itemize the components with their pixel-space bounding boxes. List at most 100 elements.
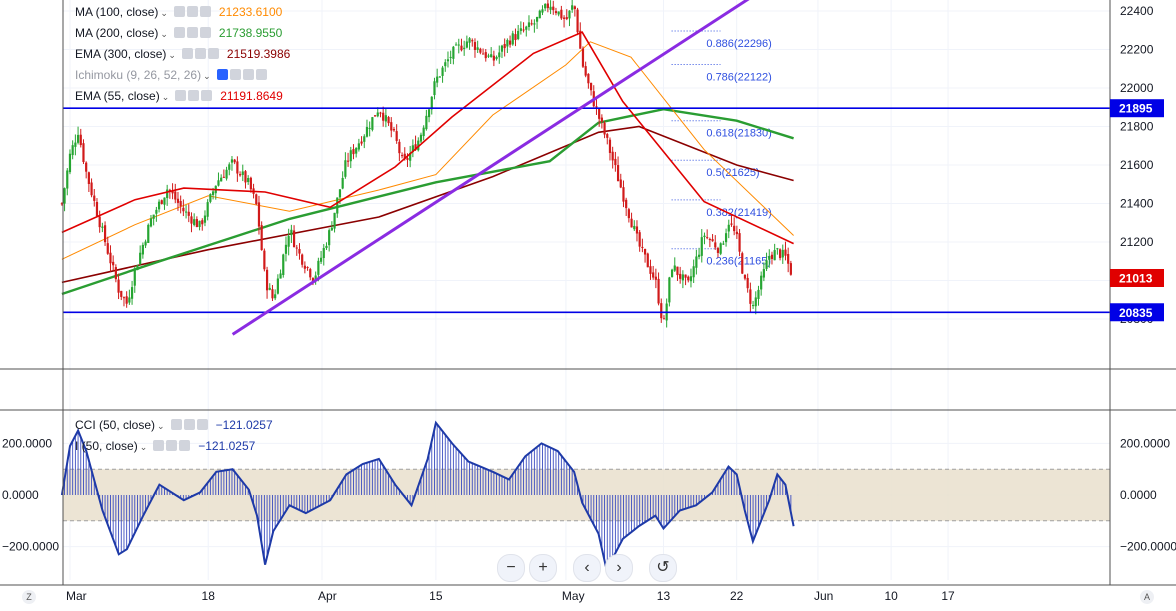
legend-ema300[interactable]: EMA (300, close) ⌄ 21519.3986 [75,47,290,62]
candle-body [471,40,474,42]
candle-body [608,139,612,153]
chevron-down-icon[interactable]: ⌄ [139,442,148,452]
candle-body [322,248,325,259]
candle-body [571,5,574,10]
ma100-line [61,41,794,260]
candle-body [228,164,231,170]
candle-body [457,44,460,46]
candle-body [538,10,541,19]
candle-body [217,180,220,186]
candle-body [641,246,644,248]
chevron-down-icon[interactable]: ⌄ [161,92,170,102]
zoom-out-button[interactable]: − [497,554,525,582]
chevron-down-icon[interactable]: ⌄ [160,29,168,39]
candle-body [182,207,185,212]
candle-body [149,218,153,227]
candle-body [525,26,528,30]
candle-body [225,169,228,179]
time-tick-label: 17 [941,589,955,603]
timezone-button[interactable]: Z [22,590,36,604]
time-tick-label: Apr [318,589,337,603]
candle-body [166,189,169,199]
candle-body [346,160,350,162]
close-icon[interactable] [255,69,267,80]
fib-level-label: 0.886(22296) [706,38,771,50]
candle-body [193,219,196,225]
eye-off-icon[interactable] [216,69,228,80]
close-icon[interactable] [201,90,213,101]
trendline[interactable] [231,0,778,336]
candle-body [689,276,693,282]
candle-body [517,30,520,40]
candle-body [76,134,80,143]
close-icon[interactable] [207,48,219,59]
scroll-back-button[interactable]: ‹ [573,554,601,582]
code-icon[interactable] [242,69,254,80]
gear-icon[interactable] [183,419,195,430]
eye-icon[interactable] [170,419,182,430]
candle-body [557,11,560,15]
candle-body [533,23,536,25]
eye-icon[interactable] [175,90,187,101]
candle-body [719,243,722,254]
legend-cci-1[interactable]: CCI (50, close) ⌄ −121.0257 [75,418,273,433]
chevron-down-icon[interactable]: ⌄ [203,71,211,81]
close-icon[interactable] [199,27,211,38]
close-icon[interactable] [199,6,211,17]
gear-icon[interactable] [229,69,241,80]
candle-body [98,216,101,228]
legend-ma100[interactable]: MA (100, close) ⌄ 21233.6100 [75,5,282,20]
legend-value: 21191.8649 [220,89,283,103]
gear-icon[interactable] [186,6,198,17]
candle-body [303,265,306,269]
candle-body [368,127,371,129]
candle-body [508,40,512,45]
candle-body [130,287,134,299]
eye-icon[interactable] [153,440,165,451]
scroll-forward-button[interactable]: › [605,554,633,582]
candle-body [155,209,158,214]
candle-body [74,142,77,147]
gear-icon[interactable] [194,48,206,59]
close-icon[interactable] [196,419,208,430]
time-tick-label: Jun [814,589,833,603]
candle-body [630,218,633,228]
price-tick-label: 21400 [1120,197,1154,211]
price-tag-label: 20835 [1119,306,1153,320]
chevron-down-icon[interactable]: ⌄ [157,421,165,431]
candle-body [373,115,377,117]
candle-body [120,290,123,297]
cci-tick-label-left: 200.0000 [2,436,52,450]
eye-icon[interactable] [173,6,185,17]
candle-body [527,22,531,27]
reset-chart-button[interactable]: ↺ [649,554,677,582]
chevron-down-icon[interactable]: ⌄ [168,50,176,60]
candle-body [195,219,198,228]
candle-body [422,127,425,137]
candle-body [787,254,790,264]
legend-cci-2[interactable]: I (50, close) ⌄ −121.0257 [75,439,255,454]
legend-ichimoku[interactable]: Ichimoku (9, 26, 52, 26) ⌄ [75,68,269,83]
eye-icon[interactable] [173,27,185,38]
candle-body [144,241,147,246]
candle-body [481,53,485,55]
legend-ma200[interactable]: MA (200, close) ⌄ 21738.9550 [75,26,282,41]
candle-body [676,266,679,276]
time-tick-label: 22 [730,589,744,603]
eye-icon[interactable] [181,48,193,59]
candle-body [625,199,628,209]
gear-icon[interactable] [186,27,198,38]
legend-ema55[interactable]: EMA (55, close) ⌄ 21191.8649 [75,89,283,104]
candle-body [85,162,88,172]
gear-icon[interactable] [188,90,200,101]
candle-body [101,226,104,228]
zoom-in-button[interactable]: + [529,554,557,582]
gear-icon[interactable] [166,440,178,451]
candle-body [376,112,379,117]
candle-body [784,249,787,256]
chevron-down-icon[interactable]: ⌄ [160,8,168,18]
candle-body [398,141,401,154]
auto-scale-button[interactable]: A [1140,590,1154,604]
candle-body [654,276,657,280]
close-icon[interactable] [179,440,191,451]
